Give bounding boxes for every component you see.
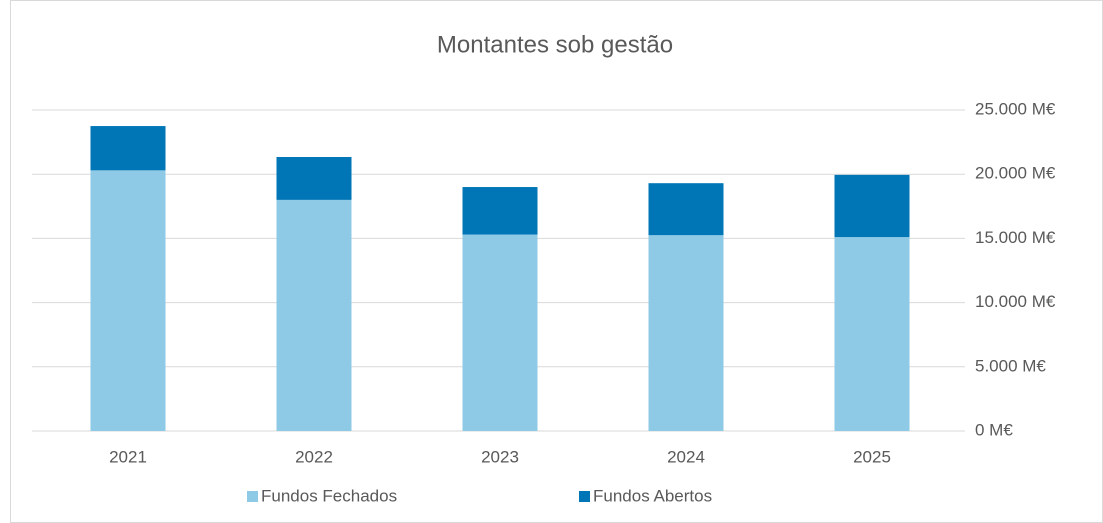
legend-label: Fundos Abertos [593, 486, 712, 505]
legend-label: Fundos Fechados [261, 486, 397, 505]
bar-segment [648, 235, 724, 431]
x-tick-label: 2025 [853, 447, 891, 466]
y-tick-label: 0 M€ [975, 420, 1013, 439]
bar-segment [90, 126, 166, 171]
x-tick-label: 2024 [667, 447, 705, 466]
x-tick-label: 2021 [109, 447, 147, 466]
bar-segment [648, 183, 724, 236]
y-tick-label: 5.000 M€ [975, 356, 1046, 375]
bar-segment [834, 174, 910, 238]
bar-segment [90, 170, 166, 431]
bar-segment [834, 237, 910, 431]
x-tick-label: 2022 [295, 447, 333, 466]
x-tick-label: 2023 [481, 447, 519, 466]
bar-segment [276, 156, 352, 200]
chart-border [10, 0, 1103, 523]
y-tick-label: 25.000 M€ [975, 99, 1056, 118]
bar-segment [276, 199, 352, 431]
y-tick-label: 20.000 M€ [975, 164, 1056, 183]
bar-segment [462, 234, 538, 431]
legend-swatch [579, 491, 590, 502]
bar-segment [462, 187, 538, 235]
chart-title: Montantes sob gestão [437, 31, 673, 58]
y-tick-label: 15.000 M€ [975, 228, 1056, 247]
legend-swatch [247, 491, 258, 502]
y-tick-label: 10.000 M€ [975, 292, 1056, 311]
